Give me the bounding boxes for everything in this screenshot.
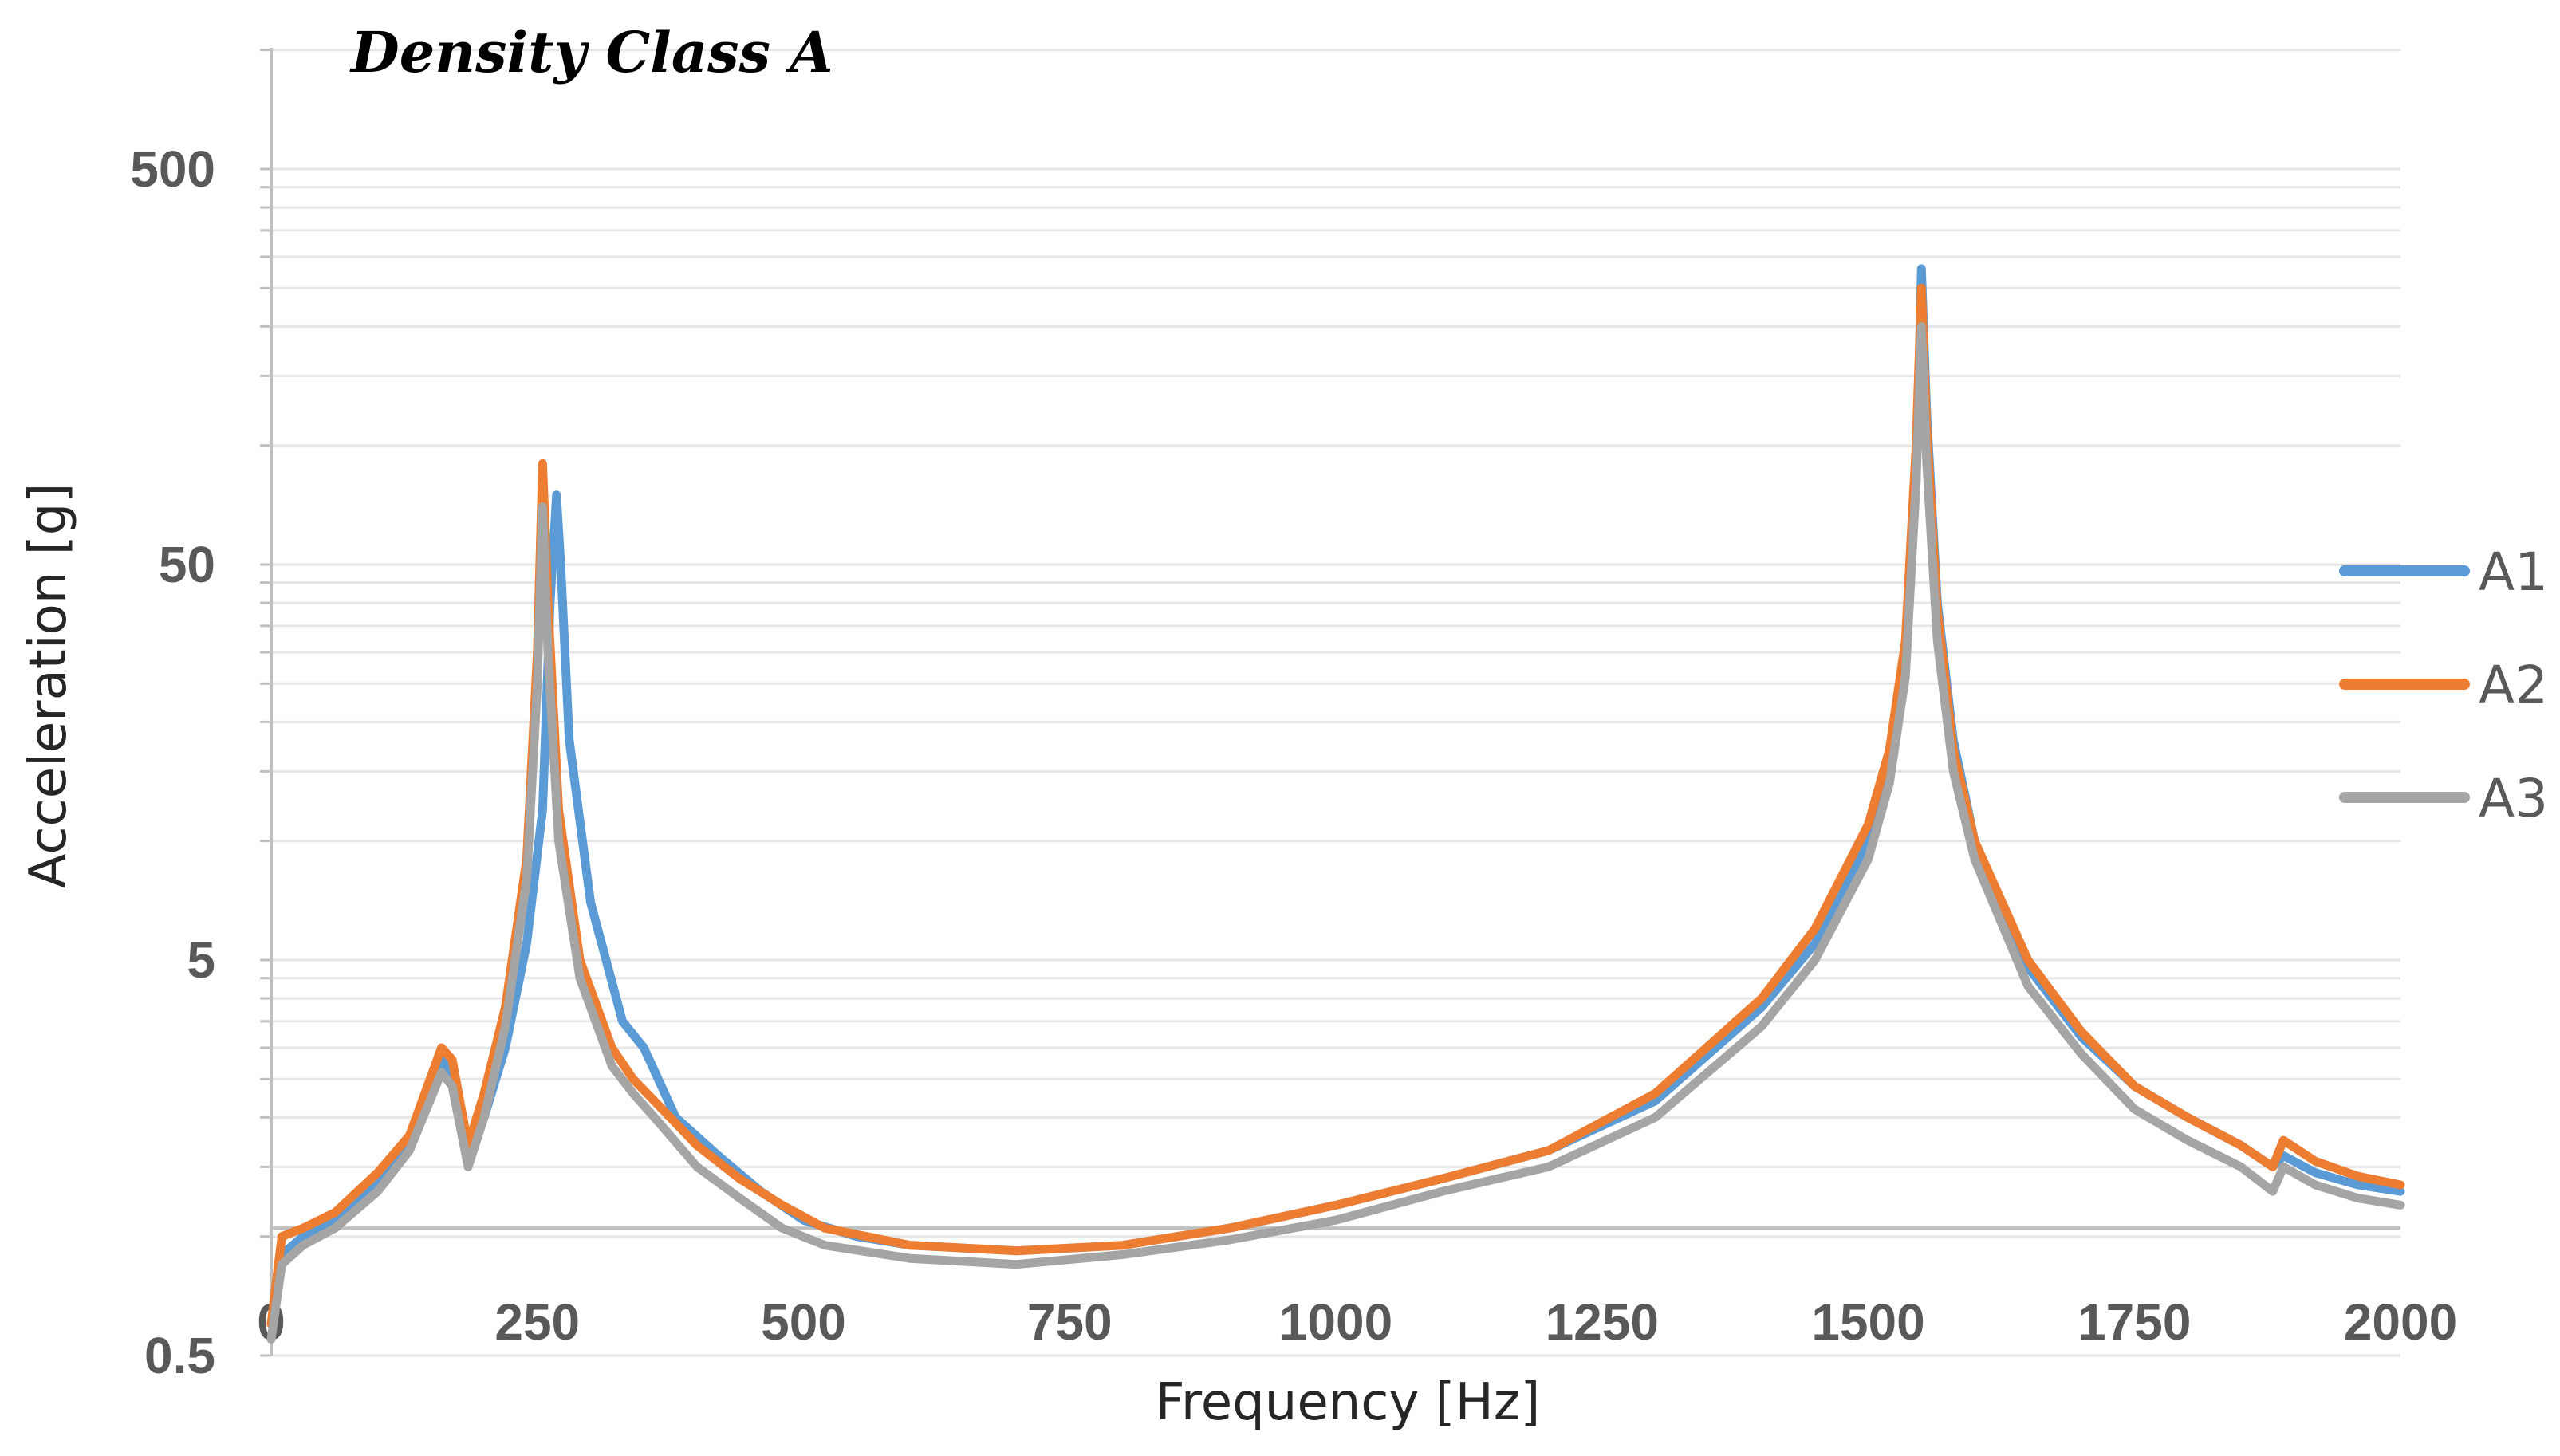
- y-tick-label: 50: [159, 536, 215, 593]
- legend-label-a3: A3: [2479, 768, 2548, 829]
- x-tick-label: 2000: [2344, 1293, 2457, 1351]
- y-tick-label: 5: [187, 931, 215, 989]
- y-axis-title: Acceleration [g]: [19, 483, 78, 889]
- series-lines: [266, 264, 2405, 1344]
- x-tick-label: 1250: [1546, 1293, 1659, 1351]
- x-tick-label: 1750: [2078, 1293, 2191, 1351]
- y-tick-labels: 0.5 5 50 500: [130, 140, 215, 1384]
- x-tick-label: 500: [761, 1293, 846, 1351]
- grid-lines: [271, 49, 2400, 1357]
- x-tick-label: 250: [494, 1293, 580, 1351]
- legend-label-a2: A2: [2479, 655, 2548, 716]
- x-tick-label: 750: [1027, 1293, 1113, 1351]
- series-line-a2: [266, 283, 2405, 1329]
- legend-label-a1: A1: [2479, 541, 2548, 603]
- x-tick-label: 1000: [1279, 1293, 1392, 1351]
- chart-title: Density Class A: [349, 19, 833, 85]
- y-tick-label: 500: [130, 140, 215, 198]
- x-tick-labels: 0 250 500 750 1000 1250 1500 1750 2000: [257, 1293, 2457, 1351]
- x-axis-title: Frequency [Hz]: [1156, 1373, 1541, 1432]
- legend: A1 A2 A3: [2339, 541, 2548, 829]
- y-tick-label: 0.5: [144, 1327, 215, 1384]
- x-tick-label: 1500: [1811, 1293, 1924, 1351]
- axes: [260, 48, 2400, 1357]
- series-line-a3: [266, 321, 2405, 1344]
